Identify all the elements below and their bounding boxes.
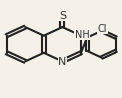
Text: NH: NH: [75, 30, 90, 40]
Text: N: N: [58, 57, 67, 67]
Text: S: S: [59, 11, 66, 21]
Text: Cl: Cl: [98, 24, 107, 34]
